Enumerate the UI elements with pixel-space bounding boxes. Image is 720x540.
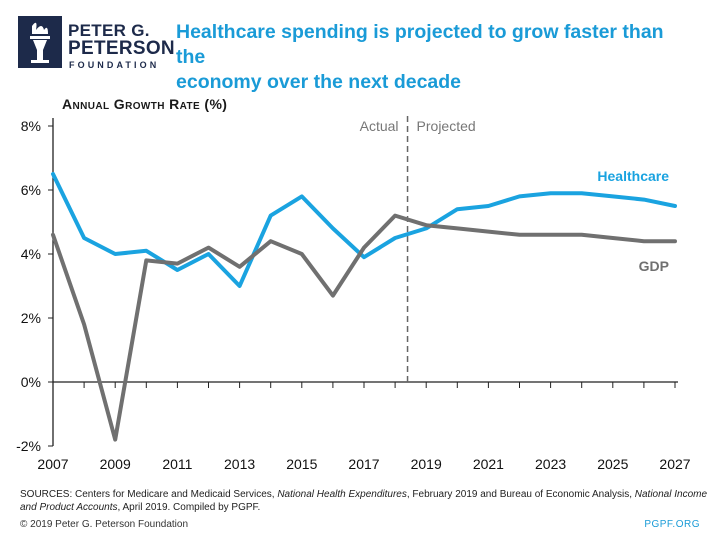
x-tick-label: 2021 bbox=[473, 456, 504, 472]
annotation-actual: Actual bbox=[360, 118, 399, 134]
x-tick-label: 2015 bbox=[286, 456, 317, 472]
x-tick-label: 2023 bbox=[535, 456, 566, 472]
sources-nhe: National Health Expenditures bbox=[277, 489, 407, 500]
site-link-text[interactable]: PGPF.ORG bbox=[644, 519, 700, 530]
series-label-healthcare: Healthcare bbox=[597, 168, 669, 184]
sources-text-a: SOURCES: Centers for Medicare and Medica… bbox=[20, 489, 278, 500]
y-axis-title: Annual Growth Rate (%) bbox=[62, 96, 228, 112]
pgpf-logo[interactable]: PETER G. PETERSON FOUNDATION bbox=[18, 14, 175, 70]
brand-name-line2: PETERSON bbox=[68, 38, 175, 59]
copyright: © 2019 Peter G. Peterson Foundation bbox=[20, 519, 189, 530]
brand-name: PETER G. PETERSON bbox=[68, 22, 175, 59]
y-tick-label: 0% bbox=[21, 374, 41, 390]
series-line-gdp bbox=[51, 213, 677, 442]
y-tick-label: 4% bbox=[21, 246, 41, 262]
y-tick-label: 2% bbox=[21, 310, 41, 326]
sources-nipa: National Income and Product Accounts bbox=[20, 489, 708, 513]
chart-title-line2: economy over the next decade bbox=[176, 71, 462, 93]
series-line-healthcare bbox=[51, 172, 677, 288]
x-tick-label: 2017 bbox=[348, 456, 379, 472]
x-tick-label: 2007 bbox=[37, 456, 68, 472]
x-tick-label: 2027 bbox=[659, 456, 690, 472]
x-tick-label: 2011 bbox=[162, 456, 192, 472]
sources-text-c: , February 2019 and Bureau of Economic A… bbox=[406, 489, 635, 500]
brand-name-line1: PETER G. bbox=[68, 21, 150, 40]
sources-note: SOURCES: Centers for Medicare and Medica… bbox=[20, 488, 710, 514]
x-tick-label: 2009 bbox=[100, 456, 131, 472]
annotation-projected: Projected bbox=[417, 118, 476, 134]
torch-icon bbox=[18, 16, 62, 68]
site-link[interactable]: PGPF.ORG bbox=[644, 519, 700, 530]
series-label-gdp: GDP bbox=[639, 258, 669, 274]
brand-foundation: FOUNDATION bbox=[69, 60, 160, 70]
y-tick-label: 8% bbox=[21, 118, 41, 134]
x-tick-label: 2025 bbox=[597, 456, 628, 472]
x-tick-label: 2019 bbox=[411, 456, 442, 472]
y-tick-label: -2% bbox=[16, 438, 41, 454]
x-tick-label: 2013 bbox=[224, 456, 255, 472]
y-tick-label: 6% bbox=[21, 182, 41, 198]
chart-title-line1: Healthcare spending is projected to grow… bbox=[176, 21, 664, 68]
sources-text-e: , April 2019. Compiled by PGPF. bbox=[117, 502, 261, 513]
chart-title: Healthcare spending is projected to grow… bbox=[176, 20, 696, 95]
